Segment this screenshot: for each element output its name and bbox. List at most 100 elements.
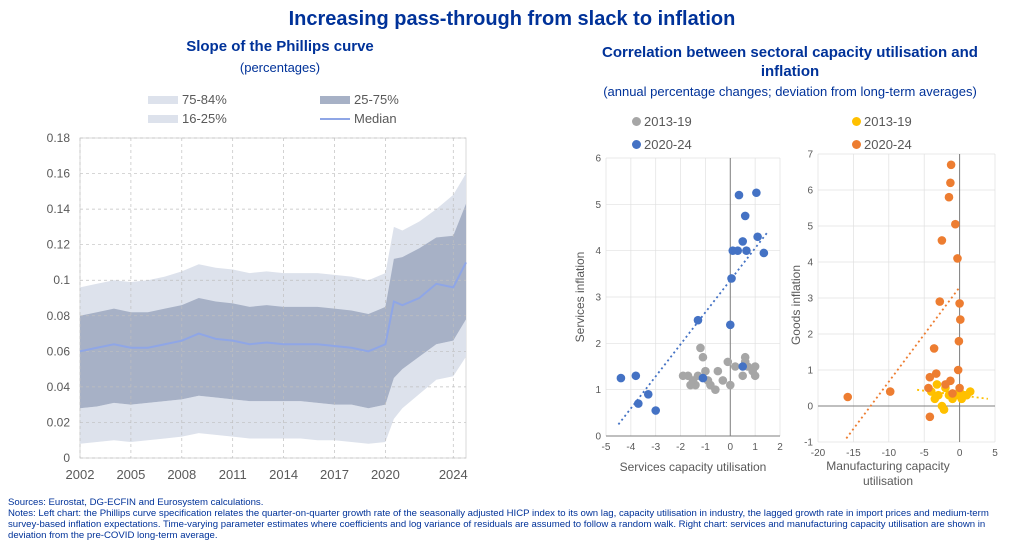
- x-tick-label: 2014: [269, 467, 298, 482]
- scatter-point-2020-24: [925, 412, 935, 422]
- x-tick-label: -4: [626, 442, 635, 453]
- y-tick-label: 0.08: [47, 309, 71, 323]
- left-chart-units: (percentages): [239, 60, 321, 75]
- y-tick-label: 0.06: [47, 344, 71, 358]
- y-tick-label: 2: [595, 339, 601, 350]
- scatter-point-2020-24: [651, 406, 661, 415]
- sources-text: Sources: Eurostat, DG-ECFIN and Eurosyst…: [8, 497, 264, 508]
- scatter-point-2020-24: [752, 188, 761, 198]
- y-tick-label: 0.02: [47, 415, 71, 429]
- scatter-point-2013-19: [939, 405, 949, 414]
- scatter-point-2020-24: [956, 315, 965, 324]
- x-tick-label: 2005: [116, 467, 145, 482]
- scatter-point-2013-19: [725, 380, 735, 390]
- scatter-point-2013-19: [750, 362, 760, 371]
- x-tick-label: 2020: [371, 467, 400, 482]
- right-chart-units: (annual percentage changes; deviation fr…: [603, 84, 977, 99]
- scatter-point-2020-24: [954, 336, 964, 346]
- scatter-point-2020-24: [753, 232, 762, 242]
- x-tick-label: 2002: [66, 467, 95, 482]
- band-16-25: [80, 319, 466, 444]
- y-tick-label: 6: [807, 186, 813, 197]
- scatter-point-2020-24: [740, 211, 750, 221]
- x-tick-label: -3: [651, 442, 660, 453]
- legend-label-services-2013-19: 2013-19: [644, 114, 692, 129]
- services-scatter-chart: 0 1 2 3 4 5 6 -5 -4 -3 -2 -1 0 1 2 Services capacity ut…: [573, 154, 783, 475]
- y-tick-label: 5: [807, 222, 813, 233]
- scatter-point-2020-24: [925, 372, 935, 382]
- series-line-median: [79, 261, 467, 353]
- scatter-point-2020-24: [935, 297, 945, 306]
- scatter-point-2013-19: [701, 366, 710, 376]
- legend-label-goods-2013-19: 2013-19: [864, 114, 912, 129]
- y-tick-label: 3: [807, 294, 813, 305]
- x-tick-label: -10: [882, 448, 897, 459]
- y-tick-label: 1: [807, 366, 813, 377]
- scatter-point-2020-24: [953, 365, 963, 375]
- scatter-point-2013-19: [686, 380, 695, 390]
- scatter-point-2020-24: [955, 383, 964, 393]
- scatter-point-2020-24: [955, 299, 964, 308]
- x-tick-label: 2: [777, 442, 783, 453]
- legend-dot-blue: [632, 140, 641, 149]
- scatter-point-2020-24: [738, 362, 748, 371]
- scatter-point-2013-19: [965, 387, 975, 396]
- legend-dot-yellow: [852, 117, 861, 126]
- scatter-point-2020-24: [734, 190, 744, 200]
- legend-services-2013-19: 2013-19: [632, 114, 692, 129]
- scatter-point-2020-24: [931, 369, 941, 378]
- scatter-point-2020-24: [951, 219, 960, 229]
- legend-item-75-84: 75-84%: [148, 92, 227, 107]
- scatter-point-2013-19: [723, 357, 733, 367]
- y-tick-label: 6: [595, 154, 601, 165]
- y-tick-label: 0: [807, 402, 813, 413]
- x-tick-label: 2017: [320, 467, 349, 482]
- scatter-point-2020-24: [946, 160, 956, 170]
- y-tick-label: 0.1: [53, 273, 70, 287]
- legend-label-75-84: 75-84%: [182, 92, 227, 107]
- legend-label-median: Median: [354, 111, 397, 126]
- scatter-point-2020-24: [929, 344, 939, 353]
- y-tick-label: 0: [595, 432, 601, 443]
- y-axis-label: Goods inflation: [790, 265, 803, 345]
- x-tick-label: -15: [846, 448, 861, 459]
- scatter-point-2020-24: [937, 236, 947, 245]
- left-chart-title: Slope of the Phillips curve: [186, 38, 374, 55]
- y-tick-label: 0: [63, 451, 70, 465]
- scatter-point-2020-24: [643, 390, 653, 399]
- y-tick-label: 5: [595, 200, 601, 211]
- scatter-point-2020-24: [946, 178, 955, 188]
- x-tick-label: -20: [811, 448, 826, 459]
- legend-services-2020-24: 2020-24: [632, 137, 692, 152]
- x-tick-label: 0: [728, 442, 734, 453]
- y-tick-label: 3: [595, 293, 601, 304]
- legend-swatch-25-75: [320, 95, 350, 104]
- scatter-point-2020-24: [924, 383, 933, 393]
- y-tick-label: 2: [807, 330, 813, 341]
- legend-swatch-median: [320, 117, 350, 120]
- scatter-point-2013-19: [738, 371, 748, 381]
- scatter-point-2020-24: [885, 387, 895, 396]
- x-axis-label-line2: utilisation: [863, 474, 913, 488]
- y-axis-label: Services inflation: [573, 252, 587, 343]
- scatter-point-2020-24: [634, 399, 643, 408]
- legend-swatch-16-25: [148, 114, 178, 123]
- scatter-point-2013-19: [750, 371, 760, 381]
- x-tick-label: 5: [992, 448, 998, 459]
- scatter-point-2013-19: [678, 371, 688, 381]
- scatter-point-2013-19: [934, 390, 943, 400]
- legend-goods-2013-19: 2013-19: [852, 114, 912, 129]
- scatter-point-2020-24: [843, 392, 853, 402]
- scatter-point-2020-24: [742, 246, 751, 255]
- scatter-point-2020-24: [698, 373, 708, 383]
- y-tick-label: 0.16: [47, 167, 71, 181]
- scatter-point-2020-24: [759, 248, 769, 258]
- y-tick-label: 0.04: [47, 380, 71, 394]
- legend-dot-grey: [632, 117, 641, 126]
- scatter-point-2013-19: [730, 362, 740, 371]
- legend-goods-2020-24: 2020-24: [852, 137, 912, 152]
- scatter-point-2020-24: [725, 320, 735, 330]
- notes-text: Notes: Left chart: the Phillips curve sp…: [8, 508, 989, 541]
- scatter-point-2020-24: [616, 373, 626, 383]
